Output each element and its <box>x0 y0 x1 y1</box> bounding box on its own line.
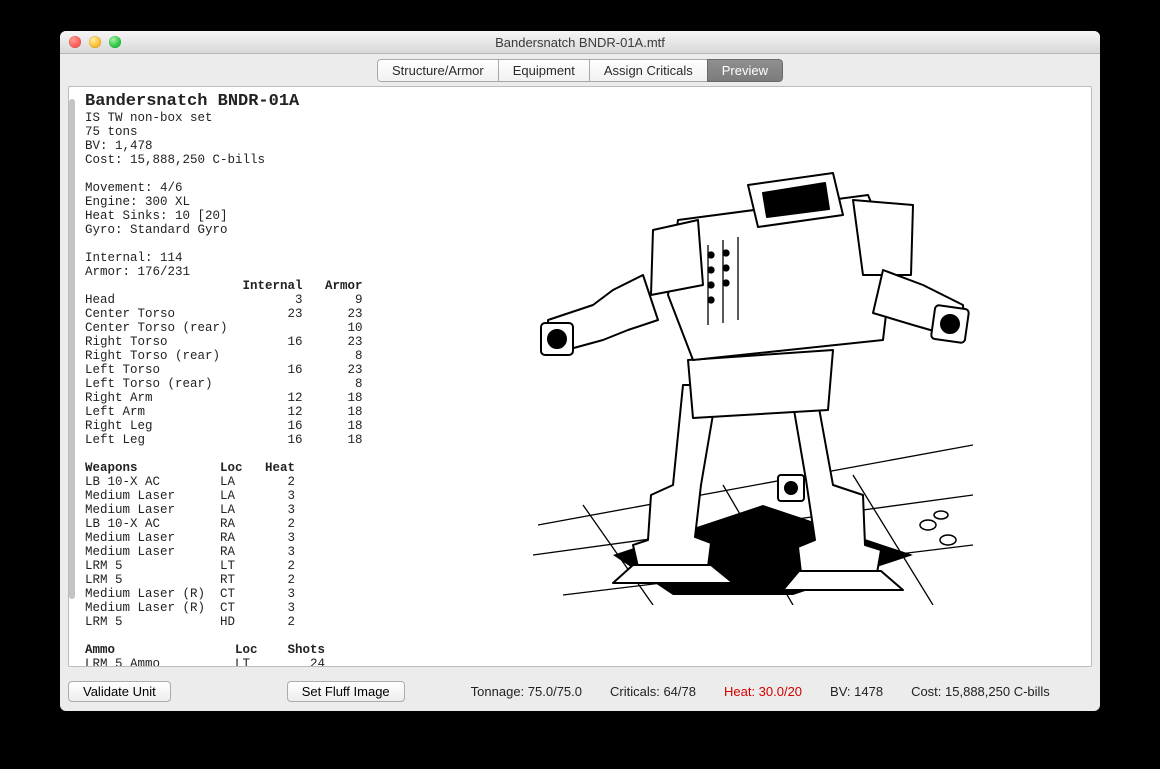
tab-preview[interactable]: Preview <box>707 59 783 82</box>
tab-structure-armor[interactable]: Structure/Armor <box>377 59 498 82</box>
unit-name: Bandersnatch BNDR-01A <box>85 95 363 109</box>
artwork-area <box>363 95 1083 666</box>
content-pane: Bandersnatch BNDR-01AIS TW non-box set 7… <box>68 86 1092 667</box>
tab-segmented: Structure/ArmorEquipmentAssign Criticals… <box>377 59 783 82</box>
tab-bar: Structure/ArmorEquipmentAssign Criticals… <box>60 54 1100 86</box>
status-cost: Cost: 15,888,250 C-bills <box>911 684 1050 699</box>
mech-illustration <box>533 125 973 605</box>
status-tonnage: Tonnage: 75.0/75.0 <box>471 684 582 699</box>
close-icon[interactable] <box>69 36 81 48</box>
tab-assign-criticals[interactable]: Assign Criticals <box>589 59 707 82</box>
app-window: Bandersnatch BNDR-01A.mtf Structure/Armo… <box>60 31 1100 711</box>
tab-equipment[interactable]: Equipment <box>498 59 589 82</box>
status-heat: Heat: 30.0/20 <box>724 684 802 699</box>
status-criticals: Criticals: 64/78 <box>610 684 696 699</box>
validate-unit-button[interactable]: Validate Unit <box>68 681 171 702</box>
minimize-icon[interactable] <box>89 36 101 48</box>
status-bv: BV: 1478 <box>830 684 883 699</box>
bottom-bar: Validate Unit Set Fluff Image Tonnage: 7… <box>60 671 1100 711</box>
stats-text: Bandersnatch BNDR-01AIS TW non-box set 7… <box>85 95 363 666</box>
scrollbar-thumb[interactable] <box>69 99 75 599</box>
window-title: Bandersnatch BNDR-01A.mtf <box>60 35 1100 50</box>
titlebar: Bandersnatch BNDR-01A.mtf <box>60 31 1100 54</box>
set-fluff-image-button[interactable]: Set Fluff Image <box>287 681 405 702</box>
zoom-icon[interactable] <box>109 36 121 48</box>
traffic-lights <box>69 36 121 48</box>
